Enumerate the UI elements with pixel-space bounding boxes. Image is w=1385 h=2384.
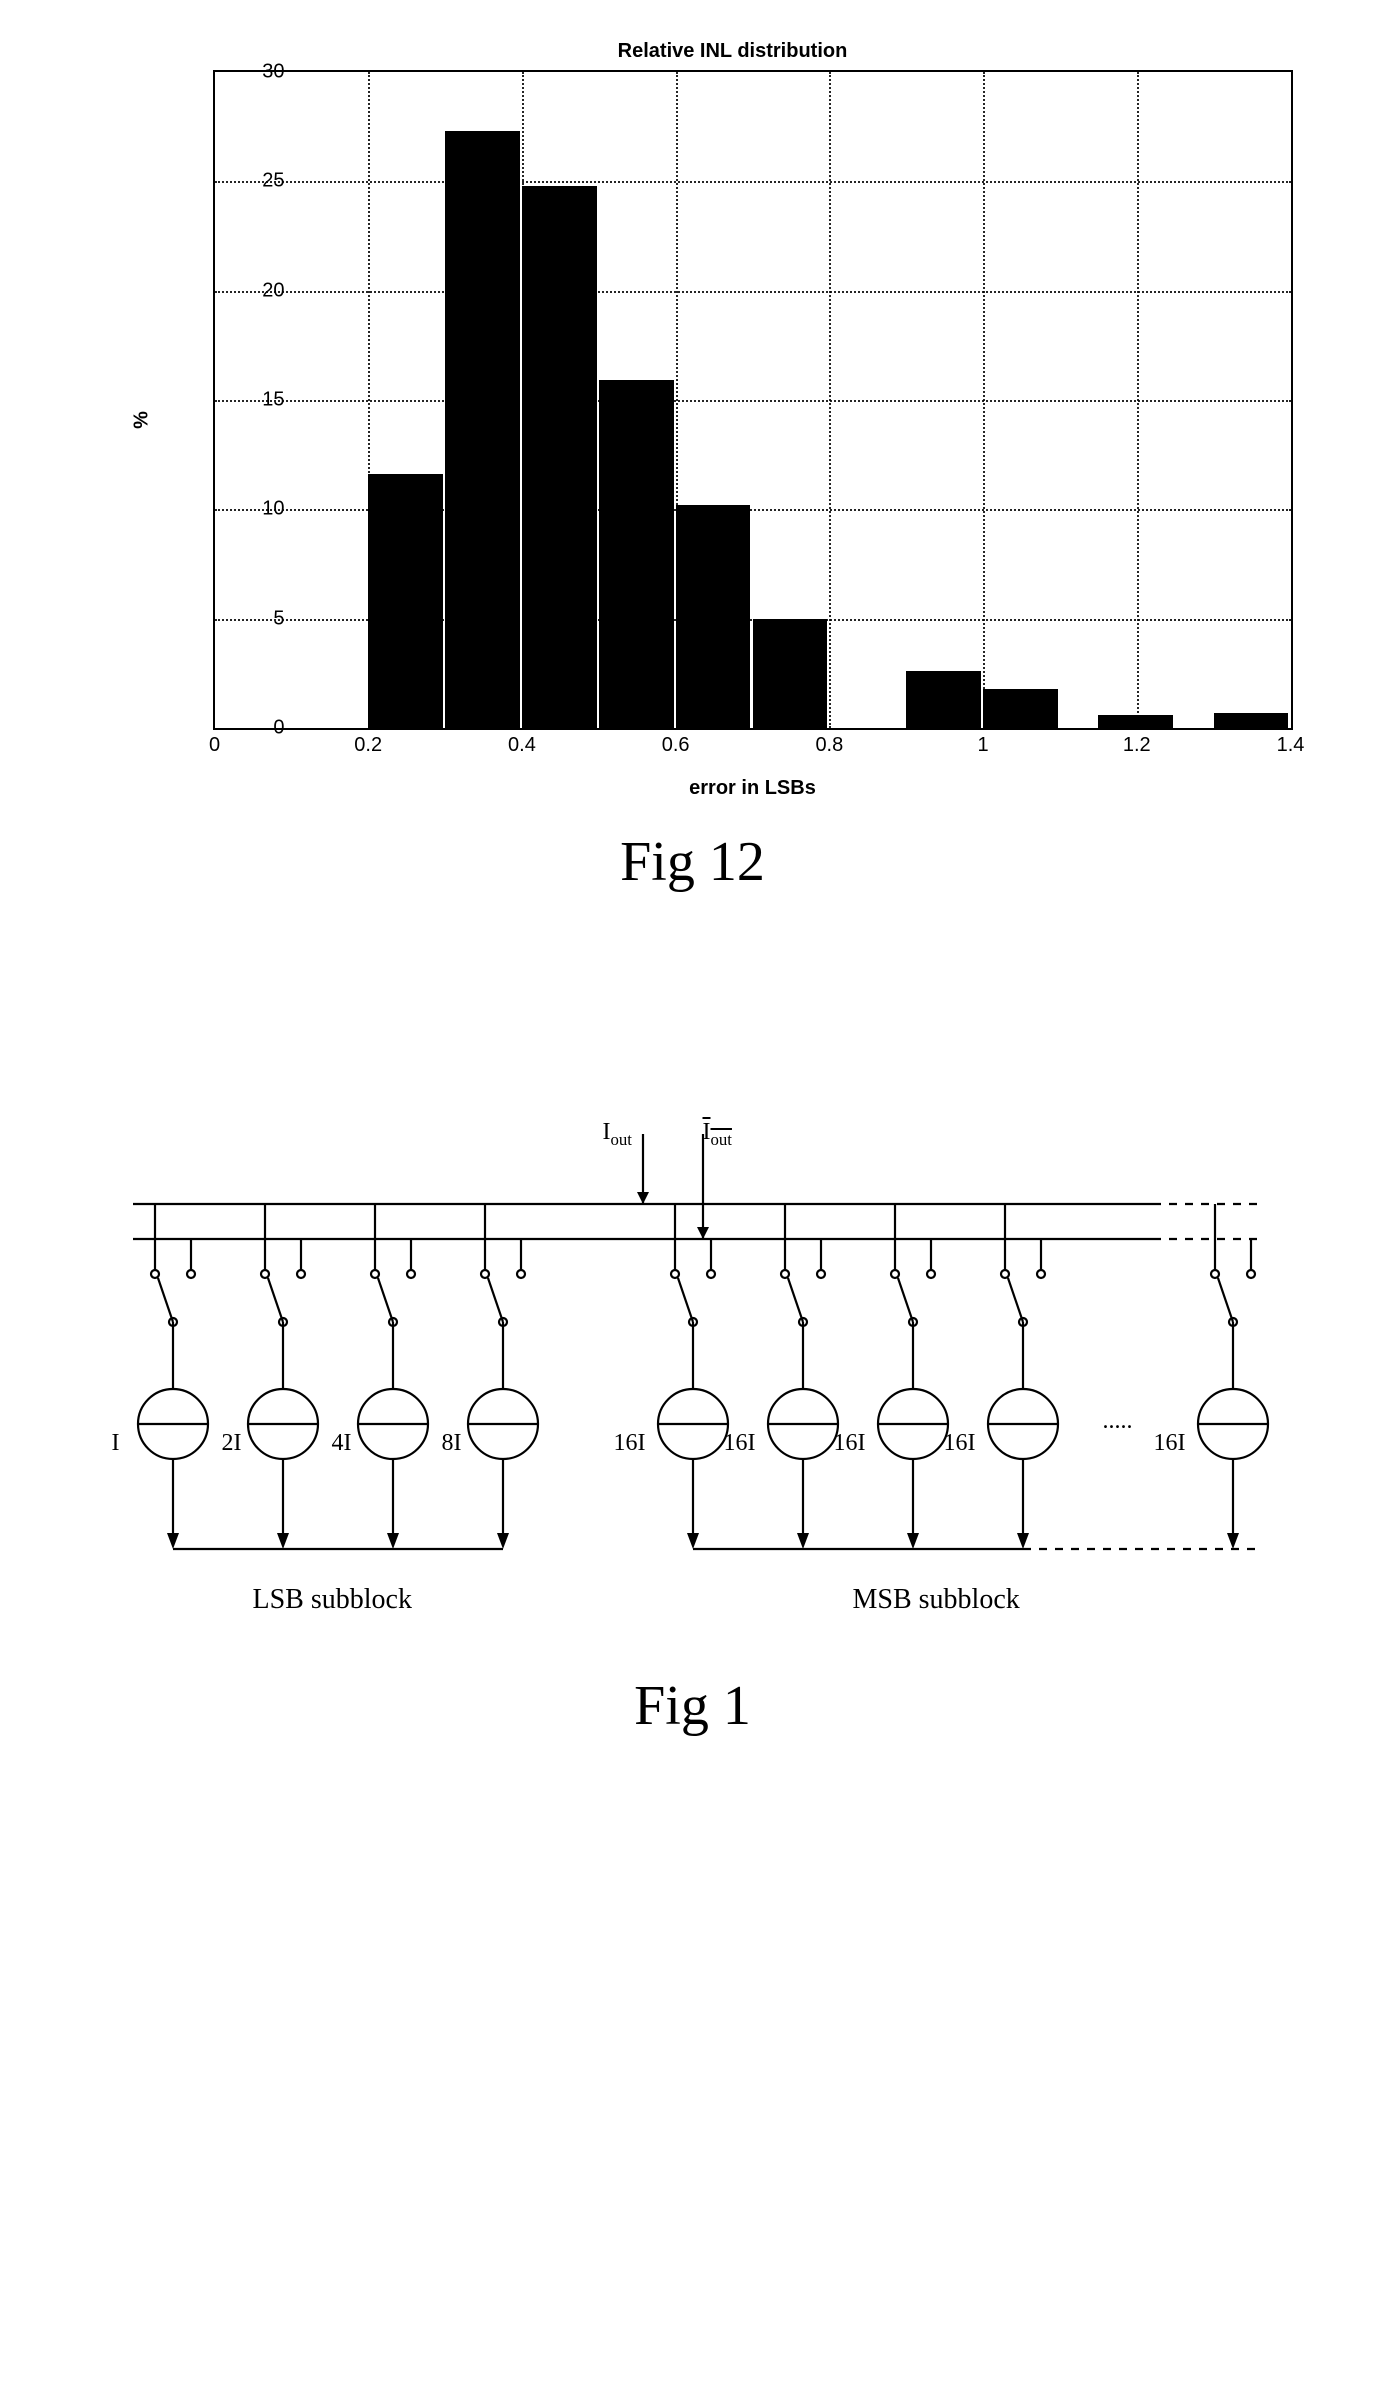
gridline-horizontal <box>215 400 1291 402</box>
diagram-label: 16I <box>944 1430 976 1457</box>
y-tick-label: 10 <box>215 498 295 521</box>
x-tick-label: 1.4 <box>1277 728 1305 757</box>
diagram-label: I <box>112 1430 120 1457</box>
figure-1-caption: Fig 1 <box>93 1674 1293 1738</box>
x-tick-label: 1 <box>978 728 989 757</box>
figure-1: Iout Iout..... I 2I 4I 8I 16I 16I 16I 16I 16I LSB s… <box>93 1094 1293 1738</box>
y-tick-label: 30 <box>215 61 295 84</box>
diagram-label: 16I <box>834 1430 866 1457</box>
histogram-bar <box>753 619 828 728</box>
diagram-label: LSB subblock <box>253 1584 412 1616</box>
y-tick-label: 25 <box>215 170 295 193</box>
diagram-label: 16I <box>614 1430 646 1457</box>
gridline-vertical <box>829 72 831 728</box>
y-tick-label: 20 <box>215 279 295 302</box>
gridline-horizontal <box>215 181 1291 183</box>
x-tick-label: 0 <box>209 728 220 757</box>
x-tick-label: 0.2 <box>354 728 382 757</box>
histogram-bar <box>983 689 1058 728</box>
histogram-bar <box>522 186 597 728</box>
diagram-label: 16I <box>724 1430 756 1457</box>
circuit-svg <box>93 1094 1293 1644</box>
diagram-label: Iout <box>703 1119 732 1150</box>
diagram-label: Iout <box>603 1119 632 1150</box>
diagram-label: 16I <box>1154 1430 1186 1457</box>
x-axis-label: error in LSBs <box>213 777 1293 800</box>
figure-12-caption: Fig 12 <box>93 830 1293 894</box>
figure-12: Relative INL distribution % 051015202530… <box>93 40 1293 894</box>
histogram-bar <box>445 131 520 728</box>
diagram-label: 2I <box>222 1430 242 1457</box>
x-tick-label: 0.6 <box>662 728 690 757</box>
y-tick-label: 5 <box>215 607 295 630</box>
histogram-bar <box>599 380 674 728</box>
gridline-vertical <box>1137 72 1139 728</box>
histogram-bar <box>1214 713 1289 728</box>
diagram-label: 4I <box>332 1430 352 1457</box>
x-tick-label: 1.2 <box>1123 728 1151 757</box>
chart-title: Relative INL distribution <box>133 40 1333 63</box>
diagram-label: MSB subblock <box>853 1584 1020 1616</box>
diagram-label: 8I <box>442 1430 462 1457</box>
dac-circuit-diagram: Iout Iout..... I 2I 4I 8I 16I 16I 16I 16I 16I LSB s… <box>93 1094 1293 1644</box>
gridline-horizontal <box>215 291 1291 293</box>
histogram-bar <box>1098 715 1173 728</box>
gridline-vertical <box>983 72 985 728</box>
x-tick-label: 0.4 <box>508 728 536 757</box>
diagram-label: ..... <box>1103 1408 1133 1435</box>
histogram-bar <box>676 505 751 728</box>
plot-area: 05101520253000.20.40.60.811.21.4 <box>213 70 1293 730</box>
x-tick-label: 0.8 <box>815 728 843 757</box>
inl-distribution-chart: Relative INL distribution % 051015202530… <box>133 40 1333 800</box>
histogram-bar <box>368 474 443 728</box>
histogram-bar <box>906 671 981 728</box>
y-axis-label: % <box>130 411 153 429</box>
y-tick-label: 15 <box>215 389 295 412</box>
y-tick-label: 0 <box>215 717 295 740</box>
